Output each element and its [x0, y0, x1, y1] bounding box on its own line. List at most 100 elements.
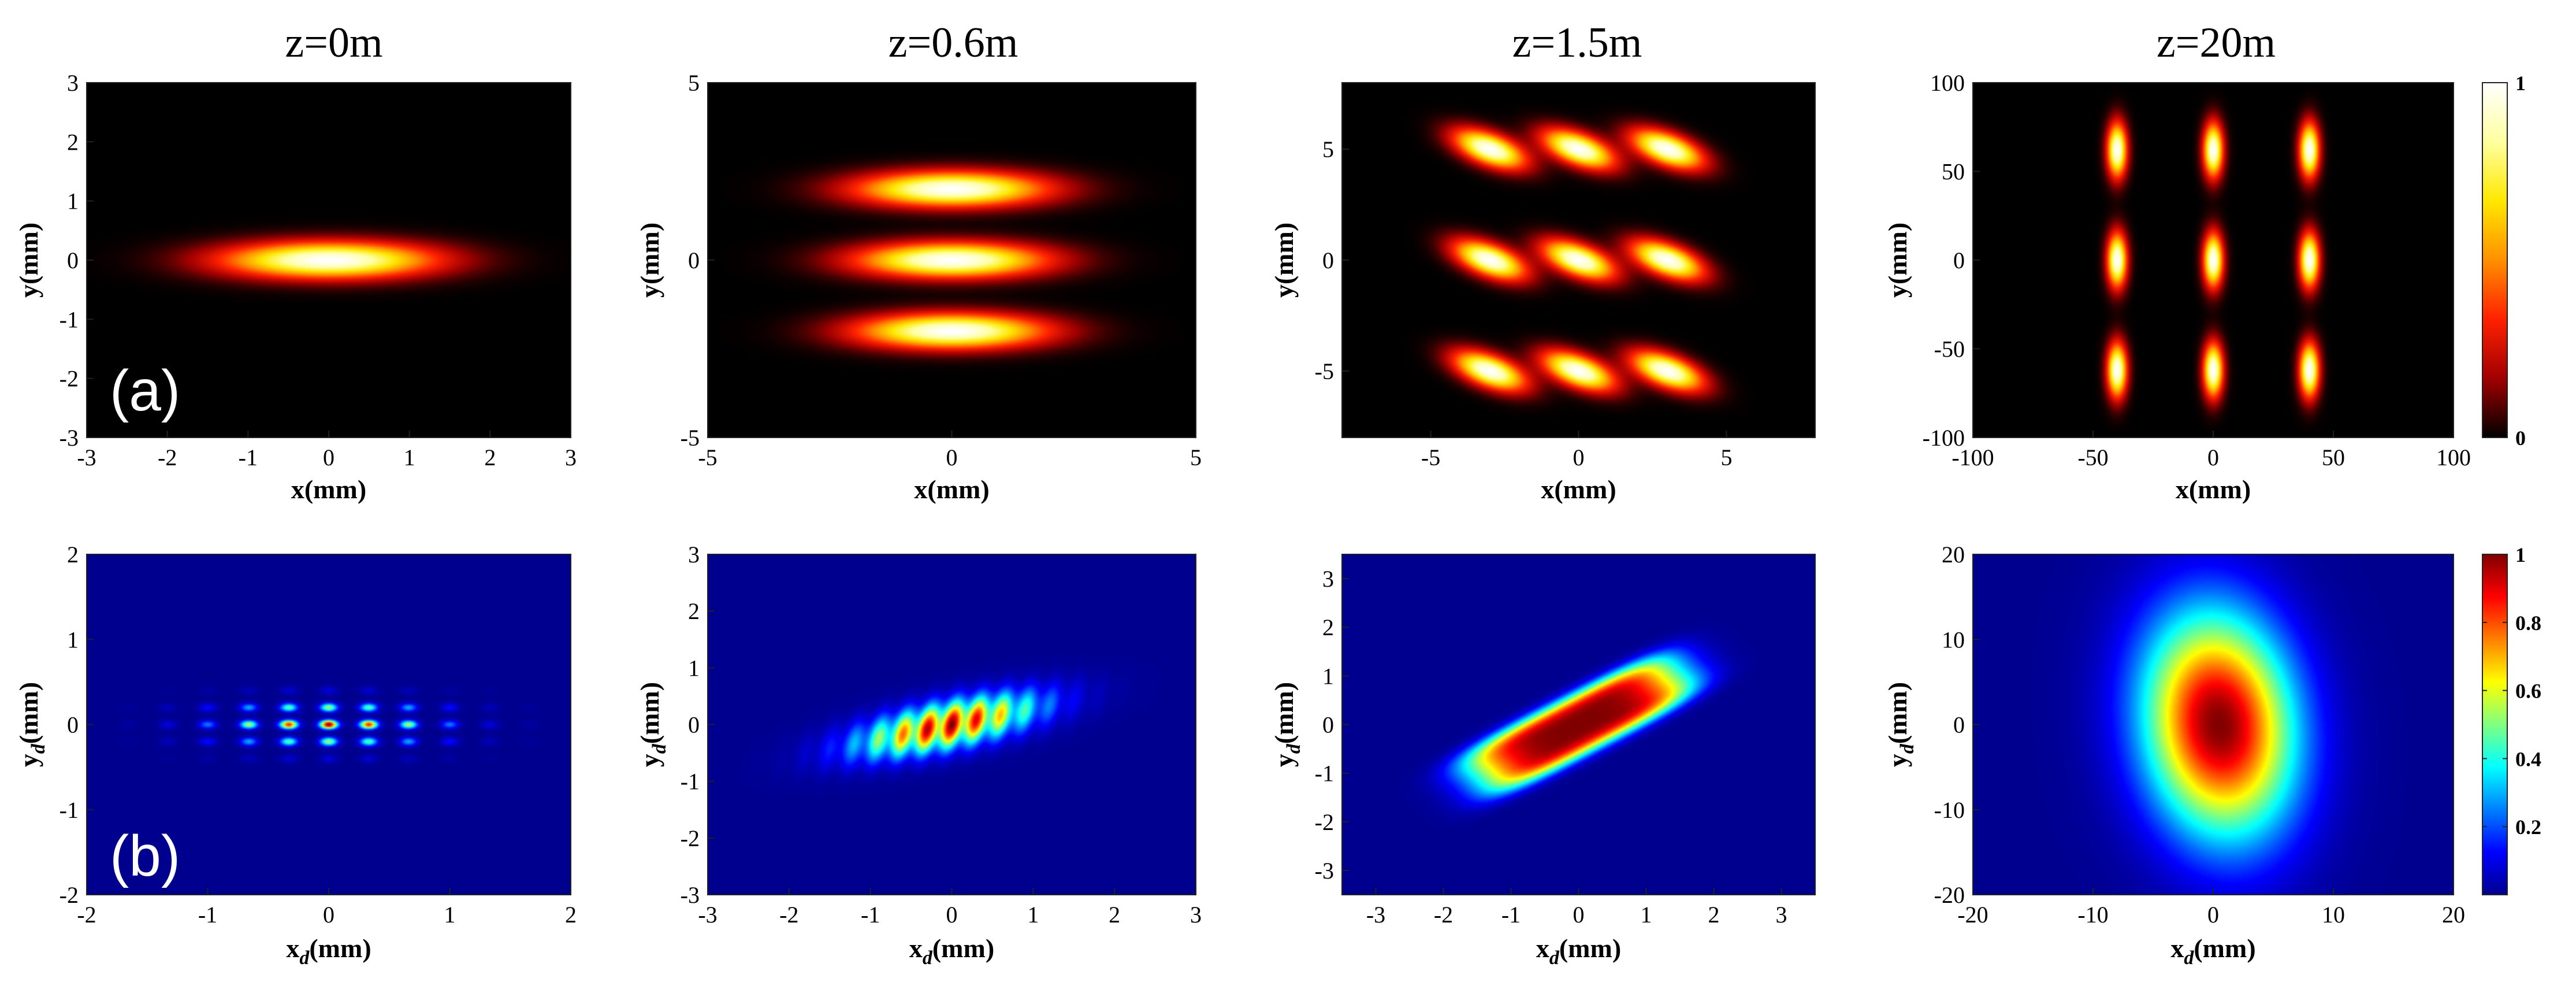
y-tick-label: -1	[1315, 761, 1334, 787]
y-tick-label: -3	[681, 882, 700, 908]
x-tick-label: -10	[2077, 902, 2108, 928]
y-tick-label: 3	[67, 70, 79, 96]
x-tick-label: 0	[2207, 902, 2219, 928]
x-tick-label: -5	[1421, 444, 1440, 470]
y-tick-label: 50	[1942, 159, 1965, 185]
x-tick-label: 10	[2322, 902, 2345, 928]
x-axis-label: x(mm)	[291, 475, 366, 504]
y-tick-label: -5	[1315, 358, 1334, 384]
y-tick-label: 0	[1953, 247, 1965, 273]
y-tick-label: -2	[60, 366, 79, 392]
y-tick-label: 0	[67, 247, 79, 273]
column-title: z=1.5m	[1512, 19, 1642, 66]
y-axis-label: y(mm)	[14, 223, 43, 298]
colorbar-tick-label: 0	[2515, 427, 2526, 450]
y-axis-label: y(mm)	[1269, 223, 1299, 298]
x-tick-label: -100	[1951, 444, 1994, 470]
x-tick-label: 0	[946, 902, 958, 928]
x-tick-label: -1	[1501, 902, 1521, 928]
y-axis-label: yd(mm)	[1883, 682, 1918, 767]
y-tick-label: -1	[60, 306, 79, 332]
colorbar-jet: 0.2 0.4 0.6 0.8 1	[2482, 543, 2541, 895]
x-tick-label: -3	[1366, 902, 1385, 928]
heatmap-image	[87, 83, 571, 438]
y-tick-label: -1	[681, 769, 700, 795]
y-tick-label: 1	[67, 188, 79, 214]
y-tick-label: 0	[1322, 247, 1334, 273]
x-axis-label: x(mm)	[914, 475, 989, 504]
heatmap-image	[1342, 83, 1815, 438]
x-tick-label: 20	[2442, 902, 2465, 928]
colorbar-tick-label: 0.4	[2515, 747, 2541, 770]
x-tick-label: -2	[1434, 902, 1453, 928]
x-tick-label: -3	[77, 444, 96, 470]
x-axis-label: x(mm)	[2176, 475, 2251, 504]
x-axis-label: xd(mm)	[286, 933, 371, 969]
y-tick-label: 0	[1953, 712, 1965, 738]
row-label-a: (a)	[110, 358, 180, 423]
x-tick-label: -1	[239, 444, 258, 470]
y-tick-label: 5	[688, 70, 700, 96]
y-tick-label: 10	[1942, 627, 1965, 653]
column-title: z=0.6m	[889, 19, 1018, 66]
colorbar-tick-label: 1	[2515, 543, 2526, 566]
y-tick-label: 0	[688, 712, 700, 738]
x-axis-label: xd(mm)	[909, 933, 994, 969]
y-tick-label: -1	[60, 797, 79, 823]
heatmap-image	[708, 83, 1196, 438]
heatmap-panel: -2 -1 0 1 2 -2 -1 0 1 2 xd(mm) yd(mm)	[14, 542, 577, 969]
colorbar-gradient	[2482, 554, 2508, 895]
y-axis-label: yd(mm)	[14, 682, 49, 767]
y-tick-label: -100	[1923, 425, 1965, 451]
heatmap-image	[708, 554, 1196, 895]
x-tick-label: 0	[1573, 902, 1585, 928]
colorbar-tick-label: 0.2	[2515, 816, 2541, 839]
heatmap-panel: -3 -2 -1 0 1 2 3 -3 -2 -1 0 1 2 3 x(mm) y(mm)	[14, 70, 577, 504]
x-axis-label: xd(mm)	[2170, 933, 2255, 969]
y-tick-label: 2	[688, 598, 700, 624]
y-tick-label: 0	[1322, 712, 1334, 738]
x-tick-label: 50	[2322, 444, 2345, 470]
x-tick-label: -5	[698, 444, 717, 470]
x-tick-label: -1	[198, 902, 217, 928]
colorbar-tick-label: 1	[2515, 72, 2526, 95]
heatmap-panel: -20 -10 0 10 20 -20 -10 0 10 20 xd(mm) yd(mm)	[1883, 542, 2465, 969]
colorbar-tick-label: 0.8	[2515, 612, 2541, 635]
x-tick-label: 1	[444, 902, 456, 928]
colorbar-gradient	[2482, 82, 2508, 438]
heatmap-image	[1973, 83, 2454, 438]
x-tick-label: 2	[1109, 902, 1120, 928]
x-tick-label: 2	[565, 902, 577, 928]
x-tick-label: -2	[77, 902, 96, 928]
x-tick-label: -50	[2077, 444, 2108, 470]
x-tick-label: 3	[565, 444, 577, 470]
column-title: z=20m	[2157, 19, 2276, 66]
y-tick-label: 1	[1322, 663, 1334, 689]
y-axis-label: yd(mm)	[1269, 682, 1304, 767]
column-title: z=0m	[285, 19, 382, 66]
x-tick-label: 1	[404, 444, 415, 470]
y-axis-label: yd(mm)	[635, 682, 670, 767]
row-label-b: (b)	[110, 824, 180, 888]
y-tick-label: 20	[1942, 542, 1965, 568]
y-tick-label: -50	[1934, 336, 1965, 362]
x-tick-label: 0	[2207, 444, 2219, 470]
x-tick-label: -1	[861, 902, 880, 928]
x-tick-label: 0	[946, 444, 958, 470]
heatmap-image	[87, 554, 571, 895]
x-axis-label: x(mm)	[1541, 475, 1616, 504]
heatmap-panel: -3 -2 -1 0 1 2 3 -3 -2 -1 0 1 2 3 xd(mm) yd(mm)	[1269, 554, 1816, 969]
y-tick-label: -20	[1934, 882, 1965, 908]
y-tick-label: 0	[67, 712, 79, 738]
y-tick-label: -10	[1934, 797, 1965, 823]
x-tick-label: -3	[698, 902, 717, 928]
colorbar-hot: 01	[2482, 72, 2526, 450]
colorbar-tick-label: 0.6	[2515, 680, 2541, 703]
y-tick-label: 1	[688, 655, 700, 681]
y-tick-label: 3	[1322, 566, 1334, 592]
x-tick-label: -2	[158, 444, 177, 470]
y-tick-label: 2	[67, 129, 79, 155]
x-axis-label: xd(mm)	[1536, 933, 1621, 969]
x-tick-label: 3	[1190, 902, 1202, 928]
